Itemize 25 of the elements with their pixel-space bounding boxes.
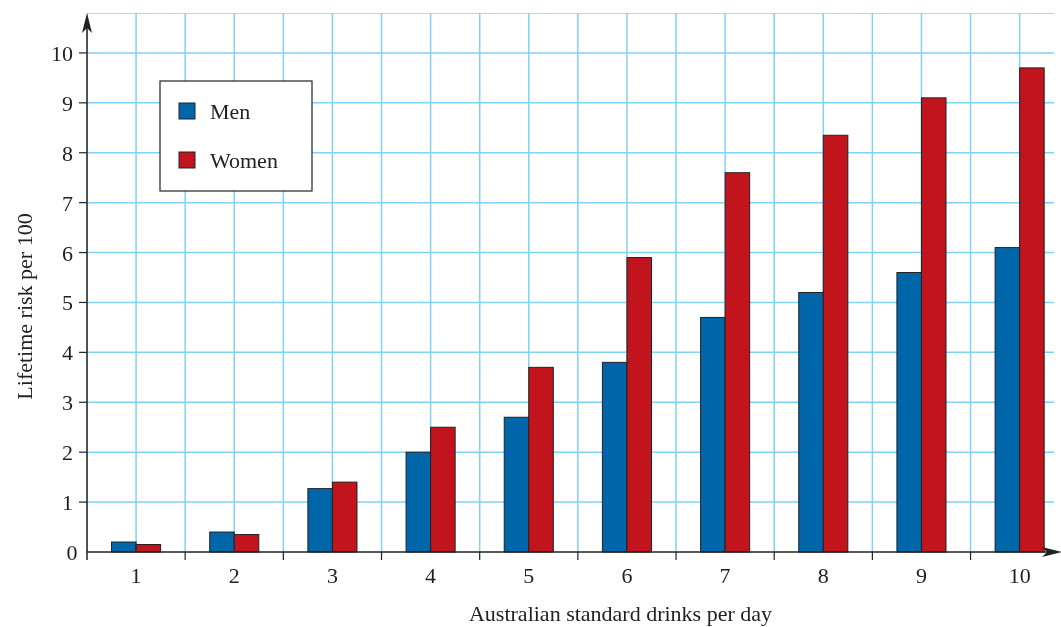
- x-tick-label: 9: [915, 563, 927, 588]
- x-tick-label: 5: [523, 563, 535, 588]
- x-tick-label: 3: [326, 563, 338, 588]
- y-tick-label: 9: [62, 90, 73, 116]
- x-axis-title: Australian standard drinks per day: [468, 601, 773, 626]
- x-tick-label: 10: [1008, 563, 1031, 588]
- y-tick-label: 4: [62, 340, 73, 366]
- x-tick-label: 6: [621, 563, 633, 588]
- legend-label: Men: [210, 99, 251, 124]
- y-tick-label: 1: [62, 490, 73, 516]
- x-tick-label: 8: [817, 563, 829, 588]
- y-tick-label: 10: [51, 40, 73, 66]
- y-tick-label: 3: [62, 390, 73, 416]
- y-tick-label: 2: [62, 440, 73, 466]
- y-tick-label: 0: [66, 540, 78, 565]
- y-tick-label: 6: [62, 240, 73, 266]
- y-tick-label: 5: [62, 290, 73, 316]
- x-tick-label: 1: [130, 563, 142, 588]
- legend-label: Women: [210, 148, 278, 173]
- y-tick-label: 7: [62, 190, 73, 216]
- y-tick-label: 8: [62, 140, 73, 166]
- y-axis-title: Lifetime risk per 100: [12, 213, 37, 400]
- x-tick-label: 2: [228, 563, 240, 588]
- x-tick-label: 7: [719, 563, 731, 588]
- x-tick-label: 4: [425, 563, 437, 588]
